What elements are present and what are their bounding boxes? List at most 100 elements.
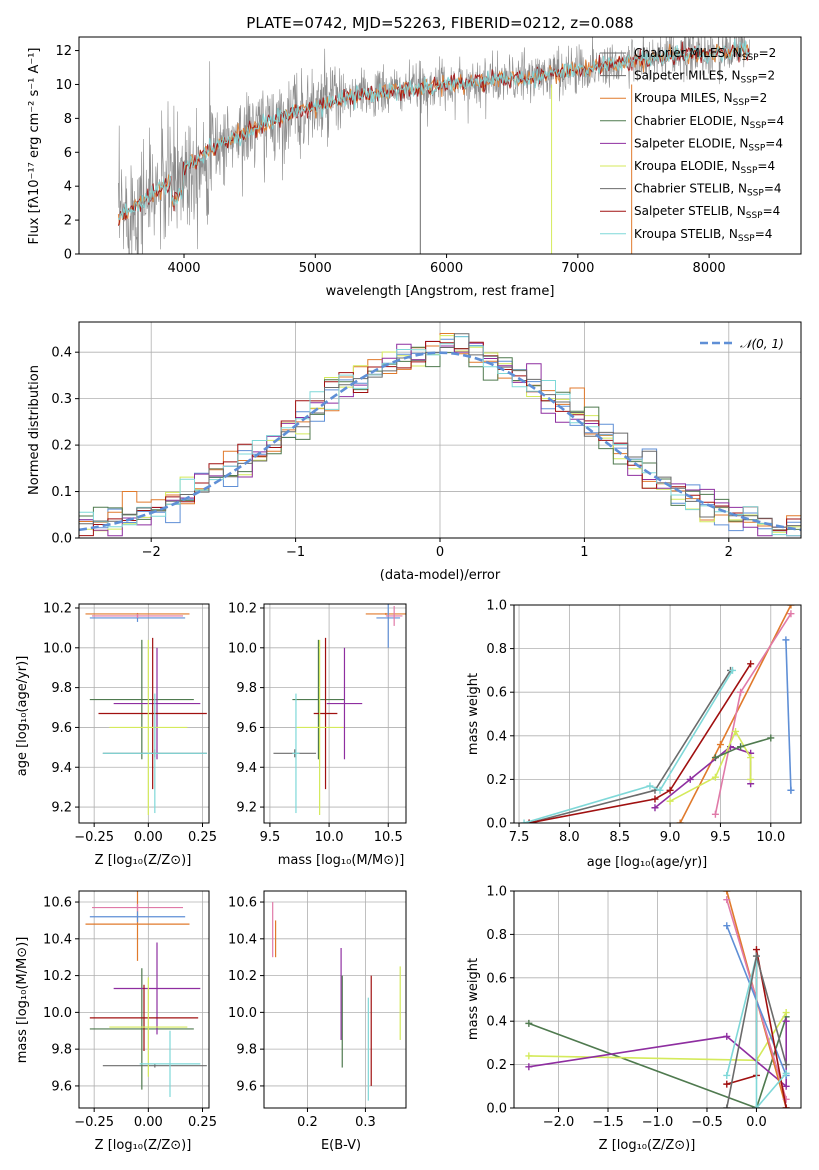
y-tick-label: 9.6 [51, 721, 72, 736]
legend-entry: Kroupa MILES, NSSP=2 [634, 91, 767, 108]
x-tick-label: 0.00 [134, 830, 163, 845]
data-point-marker [787, 605, 795, 609]
y-tick-label: 10.0 [228, 641, 257, 656]
x-tick-label: 7.5 [509, 830, 530, 845]
age-vs-z-xlabel: Z [log₁₀(Z/Z⊙)] [95, 853, 192, 868]
y-tick-label: 9.2 [236, 801, 257, 816]
y-tick-label: 0.2 [51, 439, 72, 454]
legend-sub: SSP [733, 98, 750, 108]
axes-frame [78, 603, 210, 824]
legend-sub: SSP [747, 189, 764, 199]
spectrum-ylabel: Flux [fλ10⁻¹⁷ erg cm⁻² s⁻¹ A⁻¹] [27, 48, 42, 245]
y-tick-label: 0.4 [486, 1015, 507, 1030]
mass-vs-ebv-xlabel: E(B-V) [321, 1138, 361, 1153]
legend-text: Salpeter STELIB, N [634, 204, 746, 218]
axes-frame [513, 890, 802, 1109]
axes-frame [78, 36, 802, 255]
x-tick-label: 10.5 [374, 830, 403, 845]
data-point-marker [752, 1104, 760, 1108]
data-point-marker [782, 1104, 790, 1108]
legend-entry: Kroupa ELODIE, NSSP=4 [634, 159, 775, 176]
residuals-legend: 𝒩(0, 1) [700, 337, 784, 351]
y-tick-label: 6 [64, 146, 72, 161]
data-point-marker [723, 922, 731, 930]
x-tick-label: −0.25 [74, 1115, 114, 1130]
y-tick-label: 10.4 [228, 932, 257, 947]
y-tick-label: 0.8 [486, 642, 507, 657]
observed-spectrum-line [118, 37, 750, 254]
data-point-marker [711, 773, 719, 781]
x-tick-label: 0.25 [188, 1115, 217, 1130]
data-point-marker [782, 1017, 790, 1025]
x-tick-label: 10.0 [756, 830, 785, 845]
data-point-marker [737, 688, 745, 696]
model-spectrum-line [118, 38, 750, 221]
massweight-vs-age-ylabel: mass weight [466, 673, 481, 755]
data-point-marker [520, 819, 528, 823]
normal-pdf-curve [78, 351, 802, 532]
x-tick-label: −1 [286, 545, 305, 560]
data-point-marker [723, 1071, 731, 1079]
y-tick-label: 9.4 [51, 761, 72, 776]
axes-frame [263, 603, 407, 824]
x-tick-label: 0.25 [188, 830, 217, 845]
x-tick-label: 2 [725, 545, 733, 560]
x-tick-label: −2.0 [543, 1115, 575, 1130]
y-tick-label: 0.6 [486, 971, 507, 986]
legend-entry: Chabrier ELODIE, NSSP=4 [634, 114, 784, 131]
data-point-marker [782, 636, 790, 644]
axes-frame [263, 890, 407, 1109]
data-point-marker [782, 1069, 790, 1077]
series-line [669, 729, 752, 802]
x-tick-label: −2 [142, 545, 161, 560]
residual-histogram-step [79, 341, 801, 537]
y-tick-label: 0.8 [486, 928, 507, 943]
data-point-marker [747, 660, 755, 668]
y-tick-label: 9.2 [51, 801, 72, 816]
legend-text: Kroupa ELODIE, N [634, 159, 741, 173]
y-tick-label: 10.6 [43, 896, 72, 911]
legend-text: Chabrier ELODIE, N [634, 114, 750, 128]
series-line [715, 737, 772, 759]
x-tick-label: 7000 [561, 261, 594, 276]
legend-entry: Salpeter MILES, NSSP=2 [634, 69, 775, 86]
y-tick-label: 2 [64, 214, 72, 229]
y-tick-label: 10.0 [228, 1006, 257, 1021]
y-tick-label: 0.0 [486, 817, 507, 832]
age-vs-z-ylabel: age [log₁₀(age/yr)] [15, 656, 30, 777]
legend-text: Kroupa STELIB, N [634, 227, 738, 241]
legend-text: =4 [766, 114, 784, 128]
y-tick-label: 9.4 [236, 761, 257, 776]
legend-sub: SSP [748, 143, 765, 153]
x-tick-label: 6000 [430, 261, 463, 276]
legend-text: =4 [755, 227, 773, 241]
legend-sub: SSP [741, 76, 758, 86]
data-point-marker [752, 952, 760, 960]
data-point-marker [782, 1082, 790, 1090]
series-line [785, 639, 792, 791]
model-spectrum-line [117, 41, 750, 226]
y-tick-label: 9.8 [236, 681, 257, 696]
data-point-marker [525, 1063, 533, 1071]
x-tick-label: 8.0 [559, 830, 580, 845]
y-tick-label: 0 [64, 248, 72, 263]
legend-sub: SSP [742, 53, 759, 63]
y-tick-label: 10.2 [43, 969, 72, 984]
y-tick-label: 0.4 [51, 346, 72, 361]
x-tick-label: 8000 [693, 261, 726, 276]
y-tick-label: 9.8 [236, 1043, 257, 1058]
data-point-marker [711, 810, 719, 818]
axes-frame [513, 604, 802, 824]
y-tick-label: 9.6 [51, 1079, 72, 1094]
y-tick-label: 0.0 [486, 1102, 507, 1117]
x-tick-label: 0.00 [134, 1115, 163, 1130]
legend-text: =2 [757, 69, 775, 83]
y-tick-label: 0.3 [51, 392, 72, 407]
data-point-marker [723, 896, 731, 904]
residuals-ylabel: Normed distribution [27, 365, 42, 495]
data-point-marker [646, 782, 654, 790]
x-tick-label: −0.5 [691, 1115, 723, 1130]
massweight-vs-z-ylabel: mass weight [466, 958, 481, 1040]
